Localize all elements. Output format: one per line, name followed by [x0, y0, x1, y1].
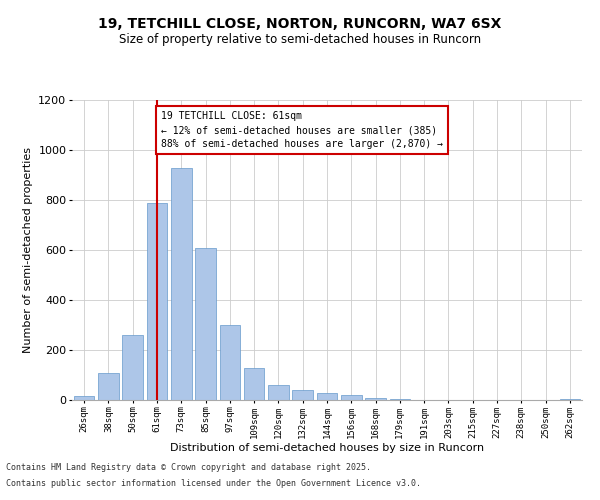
X-axis label: Distribution of semi-detached houses by size in Runcorn: Distribution of semi-detached houses by …: [170, 444, 484, 454]
Bar: [268, 385, 289, 400]
Text: Size of property relative to semi-detached houses in Runcorn: Size of property relative to semi-detach…: [119, 32, 481, 46]
Bar: [74, 396, 94, 400]
Text: 19, TETCHILL CLOSE, NORTON, RUNCORN, WA7 6SX: 19, TETCHILL CLOSE, NORTON, RUNCORN, WA7…: [98, 18, 502, 32]
Bar: [122, 335, 143, 400]
Bar: [560, 399, 580, 400]
Bar: [317, 392, 337, 400]
Text: Contains HM Land Registry data © Crown copyright and database right 2025.: Contains HM Land Registry data © Crown c…: [6, 464, 371, 472]
Bar: [220, 325, 240, 400]
Y-axis label: Number of semi-detached properties: Number of semi-detached properties: [23, 147, 33, 353]
Bar: [341, 395, 362, 400]
Bar: [292, 390, 313, 400]
Text: Contains public sector information licensed under the Open Government Licence v3: Contains public sector information licen…: [6, 478, 421, 488]
Bar: [195, 248, 216, 400]
Bar: [389, 399, 410, 400]
Bar: [365, 398, 386, 400]
Text: 19 TETCHILL CLOSE: 61sqm
← 12% of semi-detached houses are smaller (385)
88% of : 19 TETCHILL CLOSE: 61sqm ← 12% of semi-d…: [161, 112, 443, 149]
Bar: [146, 202, 167, 400]
Bar: [98, 372, 119, 400]
Bar: [171, 168, 191, 400]
Bar: [244, 368, 265, 400]
